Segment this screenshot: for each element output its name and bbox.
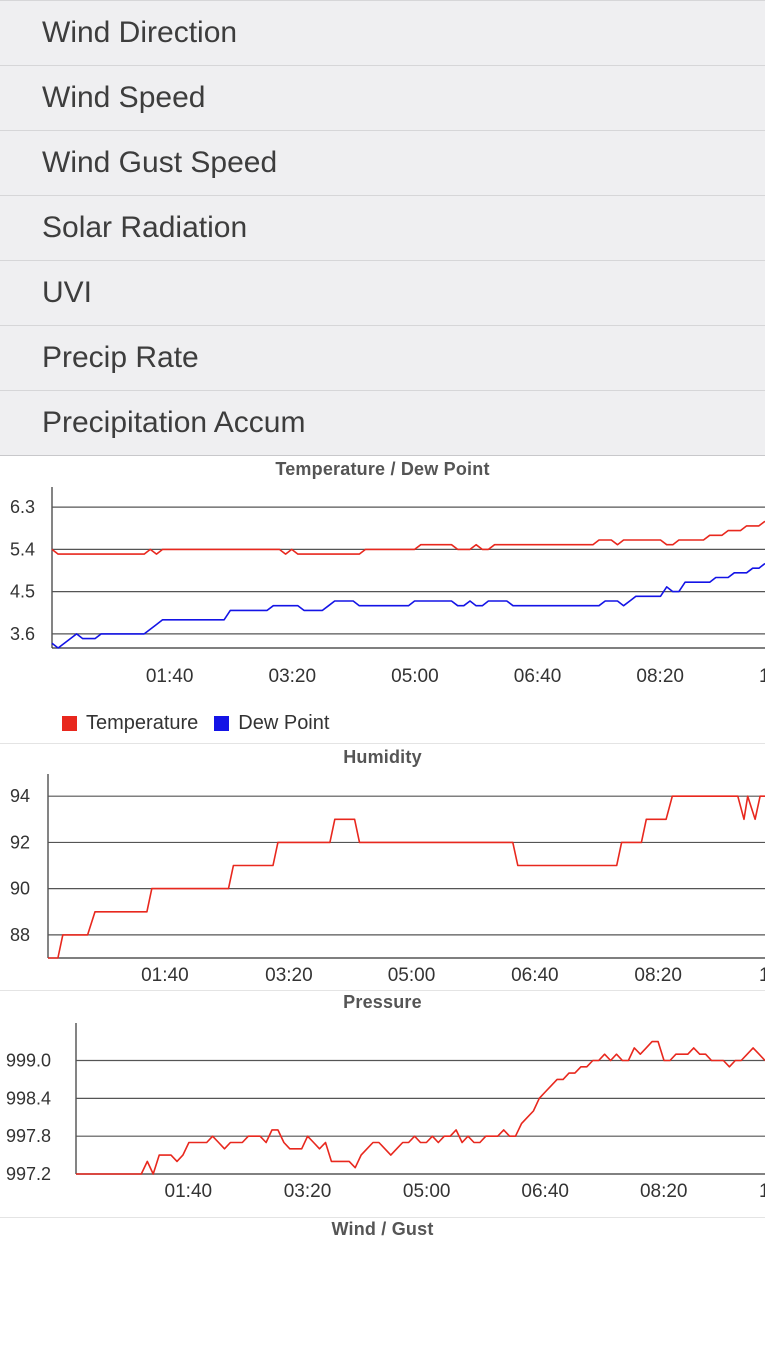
y-tick-label: 997.8: [6, 1126, 51, 1146]
legend-entry-temperature[interactable]: Temperature: [62, 712, 198, 735]
x-tick-label: 08:20: [634, 965, 682, 986]
y-tick-label: 90: [10, 879, 30, 899]
series-line-humidity: [48, 795, 765, 959]
chart-title: Wind / Gust: [331, 1219, 434, 1239]
legend-label: Dew Point: [238, 711, 330, 734]
menu-item-precipitation-accum[interactable]: Precipitation Accum: [0, 391, 765, 456]
x-tick-label: 01:40: [141, 965, 189, 986]
x-tick-label: 01:40: [146, 666, 194, 687]
menu-item-wind-speed[interactable]: Wind Speed: [0, 66, 765, 131]
chart-title: Pressure: [343, 992, 422, 1012]
x-tick-label: 08:20: [640, 1181, 688, 1202]
x-tick-label: 1: [759, 1181, 765, 1202]
x-tick-label: 01:40: [165, 1181, 213, 1202]
y-tick-label: 94: [10, 786, 30, 806]
x-tick-label: 1: [759, 666, 765, 687]
menu-item-wind-gust-speed[interactable]: Wind Gust Speed: [0, 131, 765, 196]
menu-item-uvi[interactable]: UVI: [0, 261, 765, 326]
x-tick-label: 03:20: [269, 666, 317, 687]
wind-gust-chart: Wind / Gust: [0, 1218, 765, 1348]
humidity-chart: Humidity 94 92 90 88 01:40 03:20 05:00 06:40 08:…: [0, 744, 765, 991]
sensor-menu: Wind Direction Wind Speed Wind Gust Spee…: [0, 0, 765, 456]
legend-entry-dewpoint[interactable]: Dew Point: [214, 712, 329, 735]
legend-swatch-dewpoint: [214, 715, 230, 731]
x-tick-label: 05:00: [388, 965, 436, 986]
menu-item-label: UVI: [42, 276, 93, 309]
y-tick-label: 4.5: [10, 582, 35, 602]
x-tick-label: 05:00: [403, 1181, 451, 1202]
y-tick-label: 998.4: [6, 1088, 51, 1108]
chart-legend: Temperature Dew Point: [0, 703, 765, 743]
legend-swatch-temperature: [62, 715, 77, 731]
menu-item-wind-direction[interactable]: Wind Direction: [0, 1, 765, 66]
x-tick-label: 06:40: [521, 1181, 569, 1202]
menu-item-label: Wind Speed: [42, 81, 206, 114]
y-tick-label: 997.2: [6, 1164, 51, 1184]
temperature-dewpoint-plot: 6.3 5.4 4.5 3.6 01:40 03:20 05:00 06:40 08:20 1: [10, 487, 765, 687]
temperature-dewpoint-chart: Temperature / Dew Point 6.3 5.4 4.5 3.6 01:4…: [0, 456, 765, 744]
y-tick-label: 3.6: [10, 624, 35, 644]
pressure-chart: Pressure 999.0 998.4 997.8 997.2 01:40 03:20 0…: [0, 991, 765, 1218]
x-tick-label: 08:20: [636, 666, 684, 687]
y-tick-label: 88: [10, 925, 30, 945]
x-tick-label: 03:20: [284, 1181, 332, 1202]
series-line-temperature: [51, 520, 765, 555]
menu-item-precip-rate[interactable]: Precip Rate: [0, 326, 765, 391]
series-line-pressure: [76, 1040, 765, 1175]
pressure-plot: 999.0 998.4 997.8 997.2 01:40 03:20 05:00 06:40…: [6, 1023, 765, 1202]
menu-item-solar-radiation[interactable]: Solar Radiation: [0, 196, 765, 261]
chart-title: Humidity: [343, 747, 422, 767]
humidity-plot: 94 92 90 88 01:40 03:20 05:00 06:40 08:20 1: [10, 774, 765, 986]
y-tick-label: 6.3: [10, 497, 35, 517]
y-tick-label: 92: [10, 832, 30, 852]
menu-item-label: Wind Direction: [42, 16, 238, 49]
menu-item-label: Solar Radiation: [42, 211, 248, 244]
x-tick-label: 03:20: [265, 965, 313, 986]
legend-label: Temperature: [86, 711, 199, 734]
series-line-dew-point: [51, 562, 765, 649]
y-tick-label: 999.0: [6, 1051, 51, 1071]
x-tick-label: 06:40: [511, 965, 559, 986]
x-tick-label: 05:00: [391, 666, 439, 687]
menu-item-label: Precipitation Accum: [42, 406, 306, 439]
y-tick-label: 5.4: [10, 539, 35, 559]
chart-title: Temperature / Dew Point: [275, 459, 490, 479]
menu-item-label: Wind Gust Speed: [42, 146, 278, 179]
menu-item-label: Precip Rate: [42, 341, 199, 374]
x-tick-label: 1: [759, 965, 765, 986]
x-tick-label: 06:40: [514, 666, 562, 687]
